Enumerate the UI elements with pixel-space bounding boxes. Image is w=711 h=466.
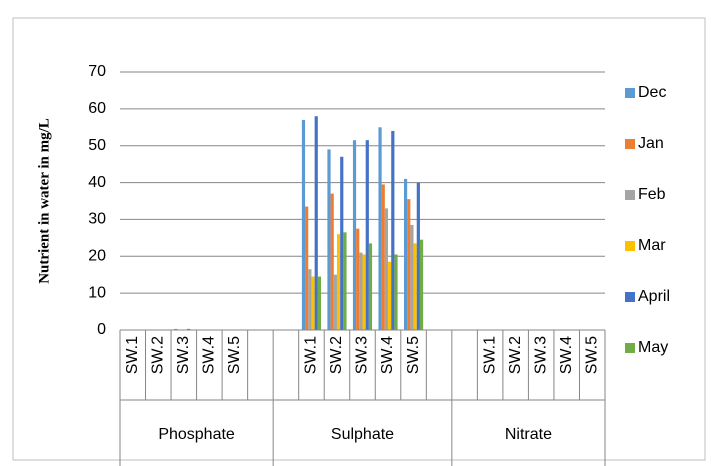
bar xyxy=(352,140,357,330)
bar xyxy=(381,184,385,330)
bar xyxy=(333,274,337,330)
legend-swatch xyxy=(625,241,635,251)
bar xyxy=(403,178,408,330)
x-tick-label: SW.1 xyxy=(303,336,320,374)
bar xyxy=(407,199,411,330)
bar xyxy=(308,269,312,330)
bar xyxy=(384,208,389,330)
bar xyxy=(187,328,191,330)
legend-swatch xyxy=(625,88,635,98)
bar xyxy=(391,130,395,330)
group-label: Sulphate xyxy=(331,426,394,443)
y-tick-label: 40 xyxy=(88,174,106,191)
x-tick-label: SW.4 xyxy=(558,336,575,374)
bar xyxy=(378,127,382,331)
x-tick-label: SW.3 xyxy=(354,336,371,374)
x-tick-label: SW.5 xyxy=(405,336,422,374)
legend-swatch xyxy=(625,292,635,302)
bar xyxy=(314,116,318,330)
legend-label: Jan xyxy=(638,135,664,152)
bar xyxy=(394,254,398,330)
bar xyxy=(311,276,315,330)
y-tick-label: 50 xyxy=(88,137,106,154)
bar xyxy=(336,234,341,330)
bar xyxy=(388,261,392,330)
legend-label: Mar xyxy=(638,237,666,254)
bar xyxy=(327,149,331,330)
x-tick-label: SW.2 xyxy=(150,336,167,374)
legend-label: May xyxy=(638,339,668,356)
legend-label: April xyxy=(638,288,670,305)
y-tick-label: 30 xyxy=(88,211,106,228)
bar xyxy=(416,182,420,330)
y-tick-label: 60 xyxy=(88,100,106,117)
bar xyxy=(330,193,334,330)
bar xyxy=(340,156,344,330)
legend-swatch xyxy=(625,139,635,149)
legend-swatch xyxy=(625,343,635,353)
bar xyxy=(301,119,306,331)
y-tick-label: 20 xyxy=(88,248,106,265)
bar xyxy=(365,140,369,330)
y-axis-title: Nutrient in water in mg/L xyxy=(36,118,52,284)
bar xyxy=(410,224,414,330)
group-label: Nitrate xyxy=(505,426,552,443)
y-tick-label: 70 xyxy=(88,63,106,80)
bar xyxy=(362,254,366,330)
x-tick-label: SW.1 xyxy=(481,336,498,374)
bar xyxy=(356,228,360,330)
x-tick-label: SW.4 xyxy=(379,336,396,374)
y-tick-label: 0 xyxy=(97,321,106,338)
legend-label: Feb xyxy=(638,186,666,203)
x-tick-label: SW.3 xyxy=(532,336,549,374)
x-tick-label: SW.5 xyxy=(583,336,600,374)
y-tick-label: 10 xyxy=(88,284,106,301)
bar xyxy=(305,206,309,330)
x-tick-label: SW.2 xyxy=(507,336,524,374)
x-tick-label: SW.4 xyxy=(201,336,218,374)
x-tick-label: SW.3 xyxy=(175,336,192,374)
legend-swatch xyxy=(625,190,635,200)
x-tick-label: SW.1 xyxy=(124,336,141,374)
bar xyxy=(174,328,178,330)
bar xyxy=(317,276,322,330)
group-label: Phosphate xyxy=(158,426,235,443)
bar xyxy=(419,239,424,330)
x-tick-label: SW.2 xyxy=(328,336,345,374)
bar xyxy=(413,243,417,330)
bar xyxy=(368,243,373,330)
x-tick-label: SW.5 xyxy=(226,336,243,374)
bar xyxy=(343,232,347,330)
bar xyxy=(359,252,363,330)
legend-label: Dec xyxy=(638,84,666,101)
